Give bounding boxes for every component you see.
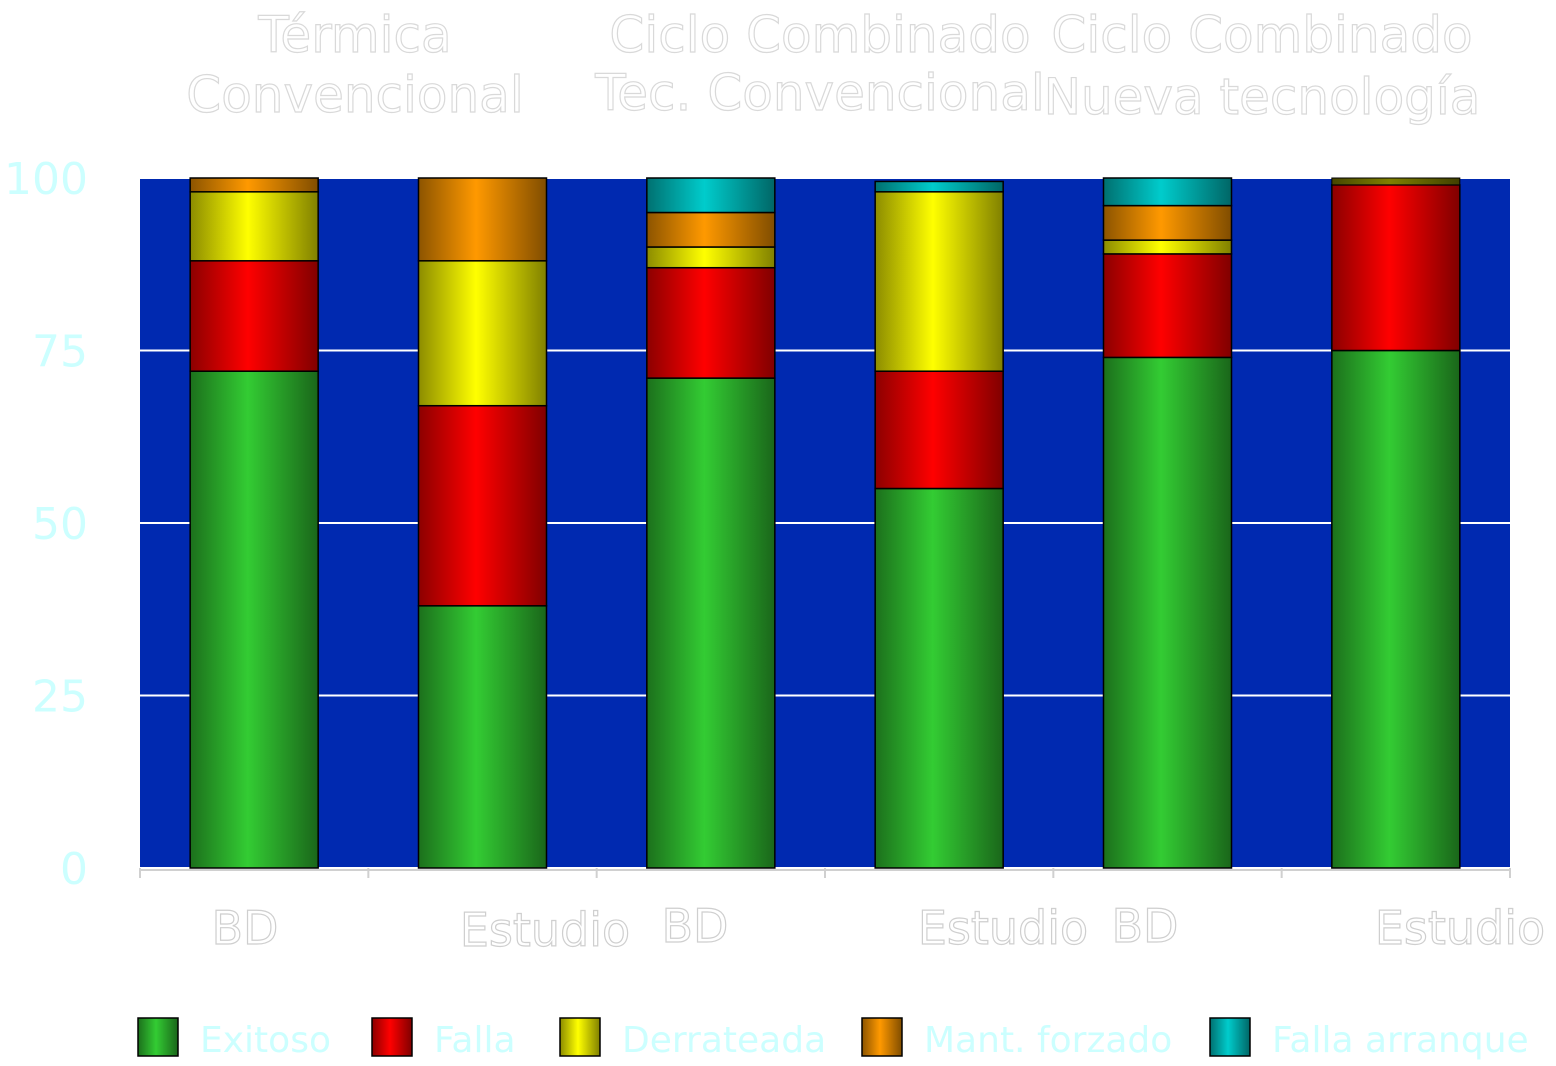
bar-segment-falla-6 [1331, 184, 1461, 352]
bar-segment-falla-arranque-3 [646, 177, 776, 214]
group-title-2-line-1: Ciclo Combinado [609, 6, 1030, 64]
bars [189, 177, 1461, 869]
x-tick-label-2: Estudio [460, 903, 630, 957]
x-tick-label-4: Estudio [918, 901, 1088, 955]
legend-swatch-falla-arranque [1209, 1017, 1251, 1057]
legend-label-falla: Falla [434, 1020, 516, 1061]
x-axis-ticks: BD Estudio BD Estudio BD Estudio [211, 898, 1546, 957]
bar-segment-falla-4 [874, 370, 1004, 490]
bar-segment-falla-3 [646, 266, 776, 379]
x-tick-label-6: Estudio [1375, 901, 1545, 955]
bar-segment-falla-arranque-4 [874, 180, 1004, 193]
bar-segment-top-cap-6 [1331, 177, 1461, 186]
group-title-1-line-1: Térmica [257, 6, 451, 64]
bar-segment-exitoso-2 [417, 605, 548, 869]
legend-swatch-mant-forzado [861, 1017, 903, 1057]
bar-segment-exitoso-3 [646, 377, 776, 869]
bar-segment-falla-1 [189, 260, 319, 372]
y-axis-ticks: 0 25 50 75 100 [4, 154, 88, 895]
gridlines [139, 177, 1511, 878]
y-tick-label-25: 25 [32, 672, 88, 723]
y-tick-label-75: 75 [32, 327, 88, 378]
bar-segment-falla-2 [417, 404, 548, 607]
bar-segment-exitoso-6 [1331, 349, 1461, 869]
group-title-3-line-2: Nueva tecnología [1044, 68, 1481, 126]
x-tick-label-3: BD [662, 899, 729, 953]
bar-segment-falla-5 [1102, 253, 1233, 359]
legend-label-falla-arranque: Falla arranque [1272, 1020, 1529, 1061]
bar-segment-exitoso-5 [1102, 356, 1233, 869]
legend-swatch-falla [371, 1017, 413, 1057]
bar-segment-falla-arranque-5 [1102, 177, 1233, 207]
bar-segment-derrateada-5 [1102, 239, 1233, 255]
y-tick-label-100: 100 [4, 154, 88, 205]
group-title-3-line-1: Ciclo Combinado [1051, 6, 1472, 64]
bar-segment-derrateada-1 [189, 191, 319, 262]
bar-segment-derrateada-3 [646, 246, 776, 269]
x-tick-label-1: BD [212, 901, 279, 955]
legend-label-exitoso: Exitoso [200, 1020, 331, 1061]
bar-segment-exitoso-1 [189, 370, 319, 869]
bar-segment-mant-forzado-1 [189, 177, 319, 193]
y-tick-label-50: 50 [32, 499, 88, 550]
legend-label-derrateada: Derrateada [622, 1020, 826, 1061]
bar-segment-mant-forzado-5 [1102, 204, 1233, 241]
bar-segment-mant-forzado-3 [646, 211, 776, 248]
legend-label-mant-forzado: Mant. forzado [924, 1020, 1172, 1061]
x-tick-label-5: BD [1112, 899, 1179, 953]
bar-segment-exitoso-4 [874, 487, 1004, 869]
legend-swatch-derrateada [559, 1017, 601, 1057]
legend-swatch-exitoso [137, 1017, 179, 1057]
legend: Exitoso Falla Derrateada Mant. forzado Falla… [137, 1017, 1529, 1061]
group-title-1-line-2: Convencional [186, 66, 523, 124]
bar-segment-derrateada-4 [874, 191, 1004, 372]
group-title-2-line-2: Tec. Convencional [594, 64, 1045, 122]
y-tick-label-0: 0 [60, 844, 88, 895]
bar-segment-mant-forzado-2 [417, 177, 548, 262]
bar-segment-derrateada-2 [417, 260, 548, 407]
